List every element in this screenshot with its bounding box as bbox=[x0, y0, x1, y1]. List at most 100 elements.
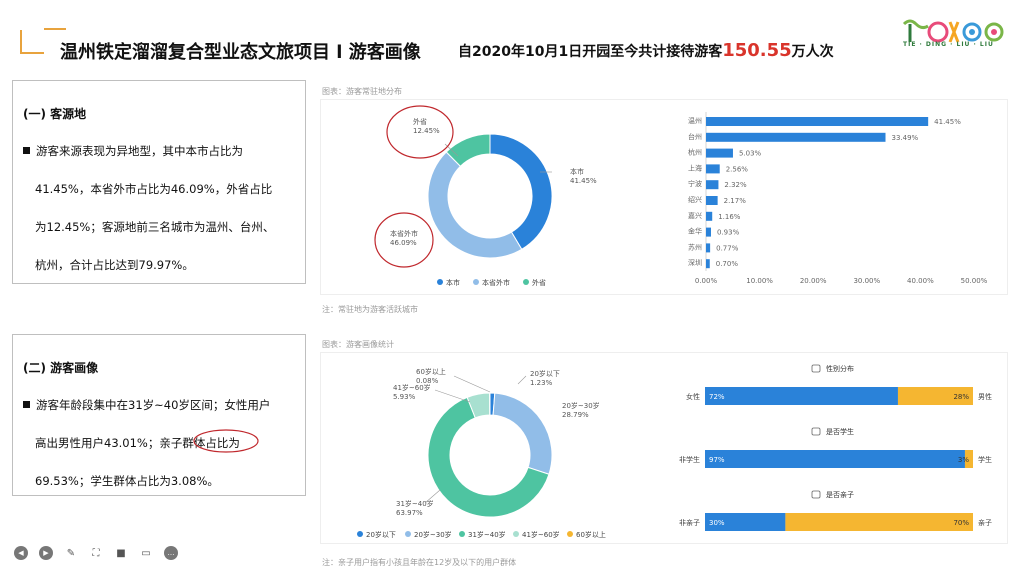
legend-label: 60岁以上 bbox=[576, 530, 606, 539]
title-corner-decoration bbox=[20, 30, 44, 54]
bar-value-label: 0.77% bbox=[716, 244, 739, 252]
bar-value-label: 0.93% bbox=[717, 229, 740, 237]
bar-right-category: 男性 bbox=[978, 392, 992, 401]
slice-label: 31岁~40岁 bbox=[396, 499, 434, 508]
bar-right-category: 亲子 bbox=[978, 518, 992, 527]
bar-value-label: 5.03% bbox=[739, 150, 762, 158]
origin-text-line: 杭州，合计占比达到79.97%。 bbox=[35, 258, 194, 272]
origin-text-line: 游客来源表现为异地型，其中本市占比为 bbox=[23, 143, 243, 159]
group-icon bbox=[811, 364, 821, 373]
slice-label: 1.23% bbox=[530, 379, 553, 387]
presentation-toolbar: ◀ ▶ ✎ ⛶ ■ ▭ … bbox=[14, 546, 178, 560]
group-title: 是否学生 bbox=[826, 427, 854, 436]
legend-swatch bbox=[459, 531, 465, 537]
title-corner-line bbox=[44, 28, 66, 30]
x-tick-label: 50.00% bbox=[961, 277, 988, 285]
origin-heading: (一) 客源地 bbox=[23, 107, 87, 121]
legend-label: 31岁~40岁 bbox=[468, 530, 506, 539]
slice-label: 12.45% bbox=[413, 127, 440, 135]
y-tick-label: 金华 bbox=[688, 227, 702, 236]
slice-label: 外省 bbox=[413, 117, 427, 126]
origin-text-line: 41.45%，本省外市占比为46.09%，外省占比 bbox=[35, 182, 273, 196]
video-icon[interactable]: ■ bbox=[116, 547, 126, 559]
y-tick-label: 苏州 bbox=[688, 242, 702, 251]
legend-swatch bbox=[473, 279, 479, 285]
legend-label: 本市 bbox=[446, 278, 460, 287]
stacked-bar-left bbox=[705, 387, 898, 405]
more-icon[interactable]: … bbox=[164, 546, 178, 560]
legend-label: 20岁~30岁 bbox=[414, 530, 452, 539]
slice-label: 41.45% bbox=[570, 177, 597, 185]
origin-text-line: 为12.45%；客源地前三名城市为温州、台州、 bbox=[35, 220, 275, 234]
x-tick-label: 10.00% bbox=[746, 277, 773, 285]
stacked-bar-right bbox=[897, 387, 973, 405]
prev-icon[interactable]: ◀ bbox=[14, 546, 28, 560]
bar bbox=[706, 227, 711, 237]
slice-label: 60岁以上 bbox=[416, 367, 446, 376]
bar bbox=[706, 180, 719, 190]
slice-label: 5.93% bbox=[393, 393, 416, 401]
subtitle-suffix: 万人次 bbox=[791, 44, 834, 60]
visitor-total-number: 150.55 bbox=[722, 40, 792, 61]
profile-text-line: 游客年龄段集中在31岁~40岁区间；女性用户 bbox=[23, 397, 270, 413]
page-title: 温州铁定溜溜复合型业态文旅项目 l 游客画像 bbox=[60, 42, 421, 63]
slice-leader-line bbox=[517, 375, 527, 385]
y-tick-label: 台州 bbox=[688, 132, 702, 141]
slice-label: 20岁~30岁 bbox=[562, 401, 600, 410]
y-tick-label: 绍兴 bbox=[688, 195, 702, 204]
bar-left-category: 女性 bbox=[686, 392, 700, 401]
y-tick-label: 宁波 bbox=[688, 179, 702, 188]
y-tick-label: 杭州 bbox=[688, 148, 702, 157]
bar-left-value: 30% bbox=[709, 519, 725, 527]
bar bbox=[706, 164, 720, 174]
bar bbox=[706, 148, 733, 158]
x-tick-label: 20.00% bbox=[800, 277, 827, 285]
stacked-bar-right bbox=[964, 450, 973, 468]
group-icon bbox=[811, 490, 821, 499]
slice-label: 0.08% bbox=[416, 377, 439, 385]
y-tick-label: 上海 bbox=[688, 163, 702, 172]
donut-slice bbox=[427, 151, 523, 259]
bar-left-value: 97% bbox=[709, 456, 725, 464]
next-icon[interactable]: ▶ bbox=[39, 546, 53, 560]
chart1-note: 注：常驻地为游客活跃城市 bbox=[322, 305, 418, 314]
profile-text-line: 69.53%；学生群体占比为3.08%。 bbox=[35, 474, 219, 488]
bar-left-category: 非亲子 bbox=[679, 518, 700, 527]
chart2-note: 注：亲子用户指有小孩且年龄在12岁及以下的用户群体 bbox=[322, 558, 517, 567]
pen-icon[interactable]: ✎ bbox=[66, 547, 76, 559]
comment-icon[interactable]: ▭ bbox=[141, 547, 151, 559]
slice-leader-line bbox=[424, 489, 441, 504]
bar-value-label: 2.56% bbox=[726, 165, 749, 173]
donut-slice bbox=[427, 396, 550, 518]
bar-value-label: 41.45% bbox=[934, 118, 961, 126]
group-icon bbox=[811, 427, 821, 436]
x-tick-label: 40.00% bbox=[907, 277, 934, 285]
y-tick-label: 嘉兴 bbox=[688, 211, 702, 220]
bar bbox=[706, 259, 710, 269]
bar-left-value: 72% bbox=[709, 393, 725, 401]
bar-value-label: 1.16% bbox=[718, 213, 741, 221]
slice-label: 20岁以下 bbox=[530, 369, 560, 378]
bar bbox=[706, 132, 886, 142]
profile-text-line: 高出男性用户43.01%；亲子群体占比为 bbox=[35, 436, 240, 450]
bar-value-label: 2.17% bbox=[724, 197, 747, 205]
slice-label: 28.79% bbox=[562, 411, 589, 419]
slice-leader-line bbox=[453, 375, 491, 393]
group-title: 是否亲子 bbox=[826, 490, 854, 499]
donut-slice bbox=[445, 133, 491, 167]
chart1-caption: 图表：游客常驻地分布 bbox=[322, 87, 402, 96]
y-tick-label: 温州 bbox=[688, 116, 702, 125]
brand-logo bbox=[902, 19, 1004, 43]
x-tick-label: 0.00% bbox=[695, 277, 718, 285]
highlight-ellipse bbox=[374, 212, 434, 268]
slice-label: 41岁~60岁 bbox=[393, 383, 431, 392]
fullscreen-icon[interactable]: ⛶ bbox=[92, 547, 100, 559]
slice-label: 本市 bbox=[570, 167, 584, 176]
profile-heading: (二) 游客画像 bbox=[23, 361, 99, 375]
visitor-total-subtitle: 自2020年10月1日开园至今共计接待游客150.55万人次 bbox=[458, 40, 834, 61]
bullet-icon bbox=[23, 147, 30, 154]
